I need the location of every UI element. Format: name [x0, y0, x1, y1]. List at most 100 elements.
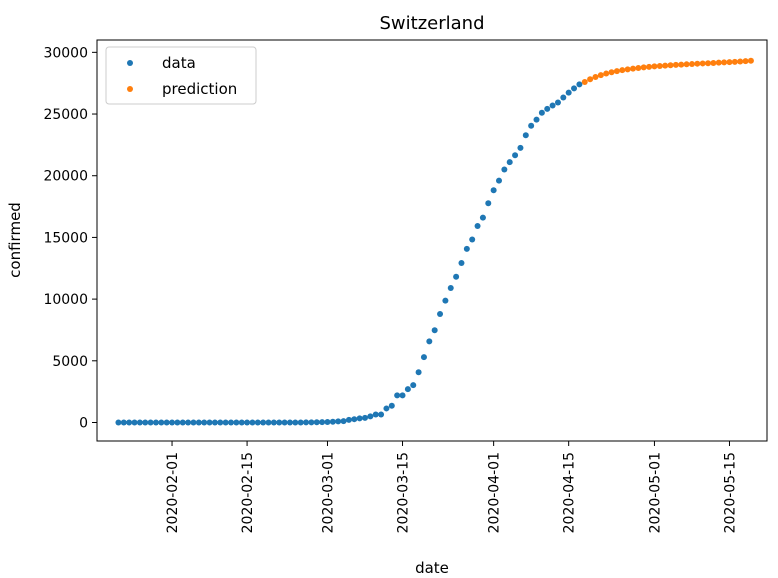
data-point — [206, 419, 213, 426]
y-tick-label: 0 — [79, 415, 88, 431]
data-point — [158, 419, 165, 426]
y-tick-label: 10000 — [43, 292, 88, 308]
prediction-point — [592, 74, 599, 81]
data-point — [115, 419, 122, 426]
data-point — [367, 413, 374, 420]
data-point — [260, 419, 267, 426]
data-point — [329, 418, 336, 425]
data-point — [152, 419, 159, 426]
y-tick-label: 30000 — [43, 45, 88, 61]
prediction-point — [737, 58, 744, 65]
data-point — [335, 418, 342, 425]
data-point — [378, 411, 385, 418]
prediction-point — [726, 59, 733, 66]
series-data — [115, 81, 583, 426]
prediction-point — [699, 60, 706, 67]
y-tick-label: 5000 — [52, 354, 88, 370]
data-point — [238, 419, 245, 426]
data-point — [554, 99, 561, 106]
data-point — [222, 419, 229, 426]
data-point — [254, 419, 261, 426]
data-point — [447, 285, 454, 292]
data-point — [345, 416, 352, 423]
data-point — [463, 245, 470, 252]
data-point — [340, 418, 347, 425]
data-point — [195, 419, 202, 426]
prediction-point — [731, 58, 738, 65]
data-point — [420, 354, 427, 361]
x-tick-label: 2020-02-15 — [240, 452, 256, 533]
data-point — [313, 419, 320, 426]
x-tick-label: 2020-03-01 — [320, 452, 336, 533]
data-point — [281, 419, 288, 426]
prediction-point — [581, 78, 588, 85]
prediction-point — [646, 63, 653, 70]
x-tick-label: 2020-05-01 — [647, 452, 663, 533]
data-point — [512, 152, 519, 159]
data-point — [517, 144, 524, 151]
legend-marker-data — [127, 60, 133, 66]
data-point — [185, 419, 192, 426]
x-tick-label: 2020-04-01 — [487, 452, 503, 533]
data-point — [538, 109, 545, 116]
data-point — [179, 419, 186, 426]
x-tick-label: 2020-02-01 — [165, 452, 181, 533]
data-point — [571, 85, 578, 92]
data-point — [442, 297, 449, 304]
data-point — [147, 419, 154, 426]
legend-label-data: data — [162, 54, 196, 72]
data-point — [533, 116, 540, 123]
plot-area: 2020-02-01 2020-02-15 2020-03-01 2020-03-15… — [43, 39, 768, 533]
data-point — [431, 327, 438, 334]
data-point — [233, 419, 240, 426]
data-point — [308, 419, 315, 426]
data-point — [544, 105, 551, 112]
data-point — [228, 419, 234, 426]
x-tick-label: 2020-04-15 — [562, 452, 578, 533]
data-point — [522, 132, 529, 139]
data-point — [576, 81, 583, 88]
data-point — [528, 122, 535, 129]
data-point — [399, 392, 406, 399]
data-point — [388, 402, 395, 409]
prediction-point — [742, 58, 749, 65]
data-point — [126, 419, 133, 426]
data-point — [142, 419, 149, 426]
y-tick-label: 15000 — [43, 230, 88, 246]
data-point — [244, 419, 251, 426]
data-point — [174, 419, 181, 426]
data-point — [163, 419, 170, 426]
prediction-point — [613, 68, 620, 75]
data-point — [303, 419, 310, 426]
x-axis: 2020-02-01 2020-02-15 2020-03-01 2020-03-15… — [165, 441, 738, 533]
prediction-point — [587, 76, 594, 83]
prediction-point — [603, 70, 610, 77]
prediction-point — [715, 59, 722, 66]
prediction-point — [597, 72, 604, 79]
plot-frame — [96, 39, 768, 442]
x-tick-label: 2020-03-15 — [396, 452, 412, 533]
data-point — [506, 159, 513, 166]
data-point — [169, 419, 176, 426]
data-point — [120, 419, 127, 426]
data-point — [415, 369, 422, 376]
data-point — [190, 419, 197, 426]
data-point — [426, 338, 433, 345]
prediction-point — [683, 61, 690, 68]
y-axis: 0 5000 10000 15000 20000 25000 30000 — [43, 45, 97, 431]
data-point — [286, 419, 293, 426]
prediction-point — [608, 69, 615, 76]
data-point — [469, 236, 476, 243]
prediction-point — [640, 64, 647, 71]
data-point — [131, 419, 138, 426]
prediction-point — [651, 63, 658, 70]
data-point — [276, 419, 283, 426]
data-point — [437, 310, 444, 317]
data-point — [479, 214, 486, 221]
data-point — [458, 259, 465, 266]
data-point — [560, 94, 567, 101]
data-point — [372, 411, 379, 418]
data-point — [319, 419, 326, 426]
data-point — [351, 416, 358, 423]
